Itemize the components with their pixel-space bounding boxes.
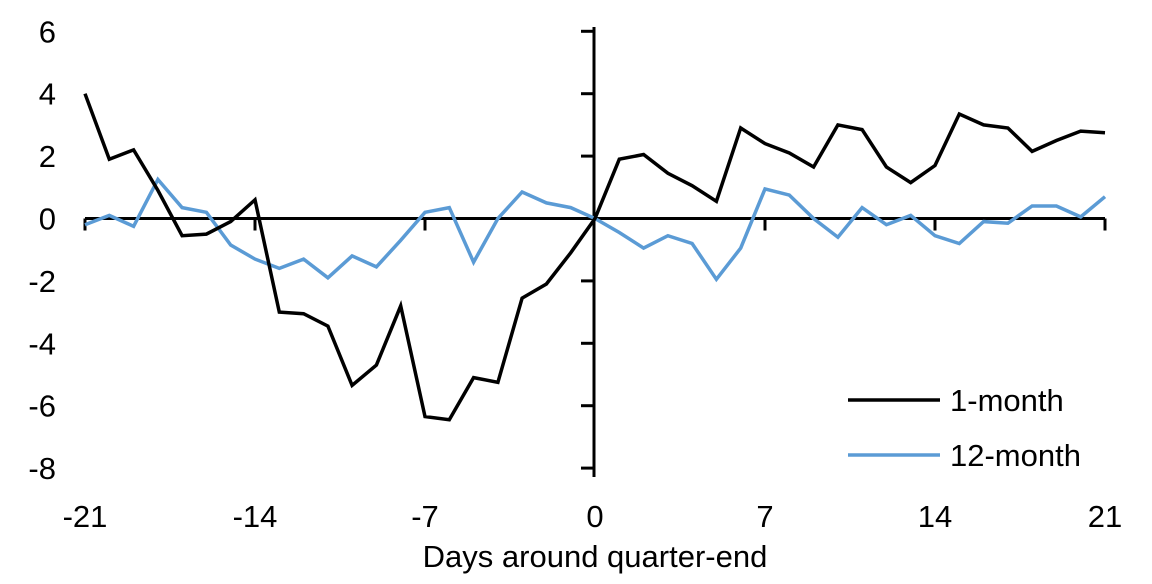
y-tick-label-6: 6 [39,14,56,49]
series-group [83,93,1107,422]
y-tick-label--4: -4 [28,326,56,361]
series-line-1-month [83,93,1106,422]
x-tick-label-14: 14 [918,499,952,534]
y-tick-label-4: 4 [39,77,56,112]
x-tick-label-0: 0 [586,499,603,534]
x-tick-label-21: 21 [1088,499,1122,534]
x-axis: -21 -14 -7 0 7 14 21 [63,218,1122,534]
legend-label-12-month: 12-month [950,438,1081,473]
y-tick-label-2: 2 [39,139,56,174]
x-tick-label-7: 7 [756,499,773,534]
x-tick-label--7: -7 [411,499,439,534]
x-tick-label--14: -14 [233,499,278,534]
y-tick-label--2: -2 [28,264,56,299]
x-axis-title: Days around quarter-end [423,539,768,574]
legend: 1-month 12-month [848,383,1081,473]
x-tick-label--21: -21 [63,499,108,534]
y-tick-label--8: -8 [28,451,56,486]
y-tick-label--6: -6 [28,389,56,424]
y-tick-label-0: 0 [39,202,56,237]
y-axis: 6 4 2 0 -2 -4 -6 -8 [28,14,594,486]
legend-label-1-month: 1-month [950,383,1064,418]
